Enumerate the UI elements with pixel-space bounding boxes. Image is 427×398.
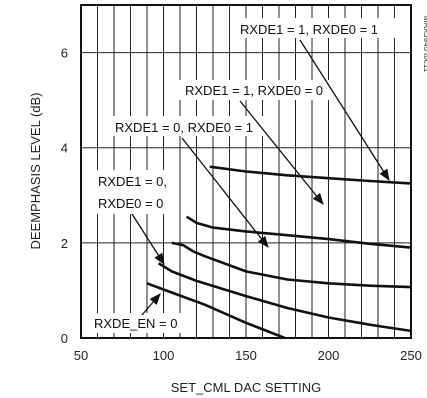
annotation-rxde-en: RXDE_EN = 0: [94, 316, 177, 331]
annotation-rxde11: RXDE1 = 1, RXDE0 = 1: [240, 22, 378, 37]
x-tick-label: 150: [235, 348, 257, 363]
series-line: [146, 282, 289, 338]
arrow-rxde10: [239, 100, 324, 205]
plot-frame: [80, 4, 412, 339]
series-line: [209, 165, 411, 185]
arrow-rxde-en: [141, 293, 161, 316]
y-tick-label: 0: [61, 331, 68, 346]
x-tick-label: 200: [318, 348, 340, 363]
annotation-rxde01: RXDE1 = 0, RXDE0 = 1: [115, 120, 253, 135]
label-bg: [86, 313, 184, 333]
label-bg: [231, 18, 398, 38]
series-line: [157, 262, 411, 333]
y-tick-label: 2: [61, 236, 68, 251]
series-line: [185, 215, 411, 249]
y-tick-label: 6: [61, 46, 68, 61]
tick-labels: 50 100 150 200 250 0 2 4 6: [61, 46, 422, 363]
annotation-rxde00-line1: RXDE1 = 0,: [98, 174, 167, 189]
label-bg: [176, 80, 343, 100]
series-group: [146, 165, 411, 338]
figure-id: MAX3945 toc11: [422, 16, 427, 73]
arrow-rxde00: [131, 213, 165, 265]
x-tick-label: 100: [153, 348, 175, 363]
annotation-rxde00-line2: RXDE0 = 0: [98, 196, 163, 211]
annotation-rxde10: RXDE1 = 1, RXDE0 = 0: [185, 83, 323, 98]
y-tick-label: 4: [61, 141, 68, 156]
arrow-rxde11: [299, 39, 390, 181]
label-bg: [90, 170, 172, 214]
x-axis-title: SET_CML DAC SETTING: [171, 380, 321, 395]
label-bg: [106, 116, 273, 136]
arrow-rxde01: [181, 137, 269, 248]
y-axis-title: DEEMPHASIS LEVEL (dB): [28, 92, 43, 249]
x-tick-label: 50: [74, 348, 88, 363]
series-line: [171, 241, 411, 289]
x-tick-label: 250: [400, 348, 422, 363]
annotation-arrows: [131, 39, 390, 316]
